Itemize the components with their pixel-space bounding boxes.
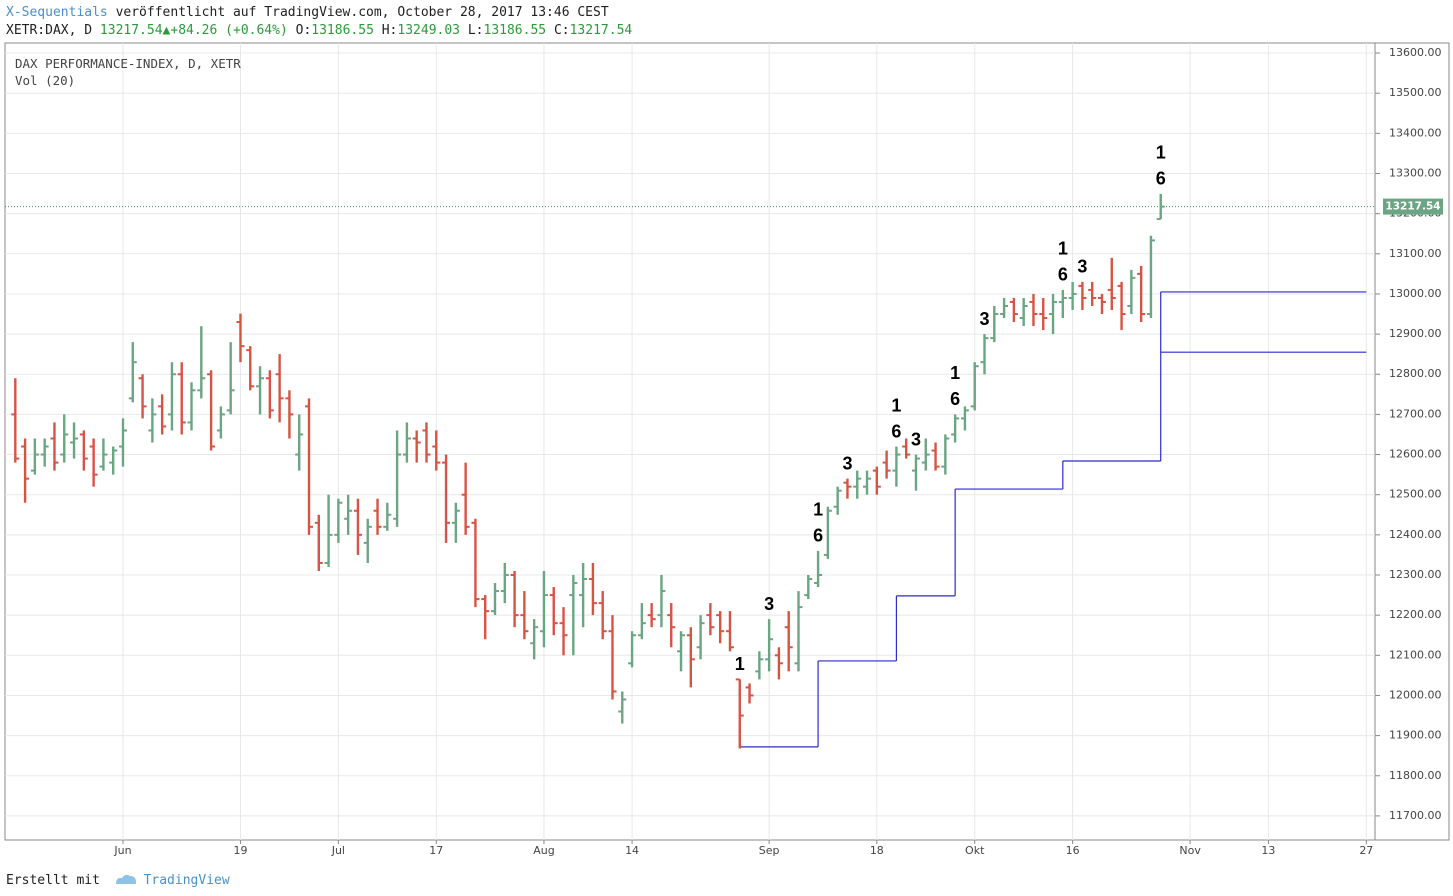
y-tick-label: 12700.00 xyxy=(1389,407,1442,420)
x-tick-label: 16 xyxy=(1066,844,1080,857)
y-tick-label: 12500.00 xyxy=(1389,488,1442,501)
x-tick-label: 27 xyxy=(1359,844,1373,857)
price-axis xyxy=(1374,42,1450,841)
td-count: 3 xyxy=(911,429,921,449)
td-count: 1 xyxy=(1058,239,1068,259)
quote-line: XETR:DAX, D 13217.54▲+84.26 (+0.64%) O:1… xyxy=(6,23,632,38)
y-tick-label: 12100.00 xyxy=(1389,648,1442,661)
y-tick-label: 11800.00 xyxy=(1389,769,1442,782)
td-count: 3 xyxy=(1077,257,1087,277)
x-tick-label: Jul xyxy=(331,844,345,857)
l-label: L: xyxy=(467,23,484,38)
made-with: Erstellt mit xyxy=(6,873,100,888)
y-tick-label: 13400.00 xyxy=(1389,126,1442,139)
legend-main: DAX PERFORMANCE-INDEX, D, XETR xyxy=(15,56,241,71)
last-price-box xyxy=(1383,198,1443,215)
x-tick-label: Okt xyxy=(965,844,985,857)
td-count: 6 xyxy=(891,421,901,441)
td-count: 1 xyxy=(735,654,745,674)
x-tick-label: 14 xyxy=(625,844,639,857)
x-tick-label: 13 xyxy=(1261,844,1275,857)
up-arrow: ▲ xyxy=(162,23,171,38)
y-tick-label: 13500.00 xyxy=(1389,86,1442,99)
last: 13217.54 xyxy=(99,23,163,38)
y-tick-label: 13300.00 xyxy=(1389,166,1442,179)
td-count: 6 xyxy=(1058,265,1068,285)
l-value: 13186.55 xyxy=(483,23,547,38)
td-count: 6 xyxy=(950,389,960,409)
td-count: 1 xyxy=(813,500,823,520)
td-count: 3 xyxy=(842,453,852,473)
change-pct: (+0.64%) xyxy=(225,23,288,38)
x-tick-label: 17 xyxy=(429,844,443,857)
y-tick-label: 12400.00 xyxy=(1389,528,1442,541)
y-tick-label: 12800.00 xyxy=(1389,367,1442,380)
y-tick-label: 11700.00 xyxy=(1389,809,1442,822)
h-value: 13249.03 xyxy=(397,23,461,38)
y-tick-label: 13000.00 xyxy=(1389,287,1442,300)
header-line: X-Sequentials veröffentlicht auf Trading… xyxy=(6,5,609,20)
change: +84.26 xyxy=(170,23,218,38)
o-value: 13186.55 xyxy=(311,23,374,38)
y-tick-label: 12000.00 xyxy=(1389,688,1442,701)
td-count: 1 xyxy=(891,395,901,415)
published: veröffentlicht auf TradingView.com, Octo… xyxy=(115,5,609,20)
x-tick-label: Nov xyxy=(1179,844,1201,857)
c-label: C: xyxy=(553,23,570,38)
y-tick-label: 13600.00 xyxy=(1389,46,1442,59)
x-tick-label: Sep xyxy=(759,844,780,857)
x-tick-label: 18 xyxy=(870,844,884,857)
y-tick-label: 12900.00 xyxy=(1389,327,1442,340)
td-count: 3 xyxy=(980,309,990,329)
symbol: XETR:DAX, D xyxy=(6,23,93,38)
brand[interactable]: TradingView xyxy=(143,873,230,888)
o-label: O: xyxy=(295,23,312,38)
y-tick-label: 12300.00 xyxy=(1389,568,1442,581)
td-count: 1 xyxy=(950,363,960,383)
x-tick-label: 19 xyxy=(233,844,247,857)
footer: Erstellt mit TradingView xyxy=(6,870,230,888)
legend-vol: Vol (20) xyxy=(15,73,76,88)
y-tick-label: 12200.00 xyxy=(1389,608,1442,621)
last-price-label: 13217.54 xyxy=(1385,201,1440,213)
author[interactable]: X-Sequentials xyxy=(6,5,108,20)
h-label: H: xyxy=(381,23,398,38)
logo xyxy=(115,874,136,884)
x-tick-label: Aug xyxy=(533,844,554,857)
td-count: 6 xyxy=(813,526,823,546)
td-count: 3 xyxy=(764,594,774,614)
td-count: 1 xyxy=(1156,143,1166,163)
y-tick-label: 11900.00 xyxy=(1389,729,1442,742)
y-tick-label: 12600.00 xyxy=(1389,448,1442,461)
c-value: 13217.54 xyxy=(569,23,633,38)
y-tick-label: 13100.00 xyxy=(1389,247,1442,260)
x-tick-label: Jun xyxy=(113,844,131,857)
td-count: 6 xyxy=(1156,169,1166,189)
